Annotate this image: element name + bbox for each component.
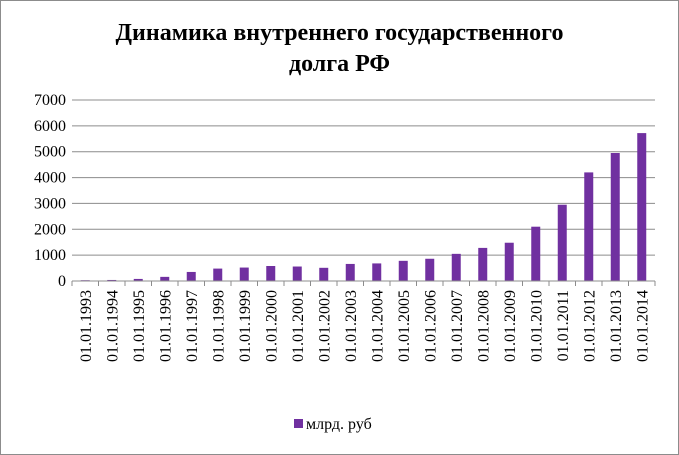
bar: [266, 266, 276, 281]
x-tick-label: 01.01.1993: [78, 290, 95, 362]
x-tick-label: 01.01.2006: [422, 290, 439, 362]
chart-title-line-1: Динамика внутреннего государственного: [115, 20, 564, 46]
x-tick-label: 01.01.2004: [369, 290, 386, 362]
bar: [292, 266, 302, 281]
y-tick-label: 2000: [34, 221, 66, 238]
y-tick-label: 4000: [34, 170, 66, 187]
x-tick-label: 01.01.1998: [210, 290, 227, 362]
x-tick-label: 01.01.2013: [608, 290, 625, 362]
bar: [557, 204, 567, 281]
legend: млрд. руб: [294, 416, 372, 433]
x-tick-label: 01.01.2001: [290, 290, 307, 362]
x-tick-label: 01.01.2012: [581, 290, 598, 362]
y-tick-label: 7000: [34, 92, 66, 109]
bar: [584, 172, 594, 281]
x-tick-label: 01.01.2002: [316, 290, 333, 362]
chart-title: Динамика внутреннего государственного до…: [0, 18, 679, 80]
bar: [345, 263, 355, 281]
bar: [478, 247, 488, 281]
bar: [213, 268, 223, 281]
bars: [80, 133, 647, 281]
bar: [107, 279, 117, 281]
bar: [531, 226, 541, 281]
x-tick-label: 01.01.2010: [528, 290, 545, 362]
legend-label: млрд. руб: [306, 416, 372, 433]
x-tick-label: 01.01.1996: [157, 290, 174, 362]
y-axis-tick-labels: 0 1000 2000 3000 4000 5000 6000 7000: [34, 92, 66, 290]
legend-swatch: [294, 419, 303, 428]
bar: [637, 133, 647, 281]
y-tick-label: 3000: [34, 195, 66, 212]
x-tick-label: 01.01.2000: [263, 290, 280, 362]
bar: [451, 253, 461, 281]
x-tick-label: 01.01.2007: [449, 290, 466, 362]
bar: [186, 271, 196, 281]
y-tick-label: 0: [58, 273, 66, 290]
x-axis: 01.01.1993 01.01.1994 01.01.1995 01.01.1996…: [71, 280, 656, 362]
bar: [372, 263, 382, 281]
x-tick-label: 01.01.2014: [634, 290, 651, 362]
x-tick-label: 01.01.1999: [237, 290, 254, 362]
bar: [425, 258, 435, 281]
bar: [133, 278, 143, 281]
x-tick-label: 01.01.2003: [343, 290, 360, 362]
x-tick-label: 01.01.1997: [184, 290, 201, 362]
x-tick-label: 01.01.2005: [396, 290, 413, 362]
gridlines: [72, 99, 655, 256]
y-tick-label: 5000: [34, 144, 66, 161]
bar: [160, 276, 170, 281]
chart-title-line-2: долга РФ: [288, 51, 391, 77]
x-tick-label: 01.01.2009: [502, 290, 519, 362]
bar: [504, 242, 514, 281]
bar: [610, 153, 620, 281]
x-tick-label: 01.01.2011: [555, 290, 572, 361]
x-tick-label: 01.01.2008: [475, 290, 492, 362]
bar: [319, 267, 329, 281]
bar: [239, 267, 249, 281]
x-tick-label: 01.01.1994: [104, 290, 121, 362]
y-tick-label: 1000: [34, 247, 66, 264]
y-tick-label: 6000: [34, 118, 66, 135]
x-tick-label: 01.01.1995: [131, 290, 148, 362]
bar: [398, 260, 408, 281]
